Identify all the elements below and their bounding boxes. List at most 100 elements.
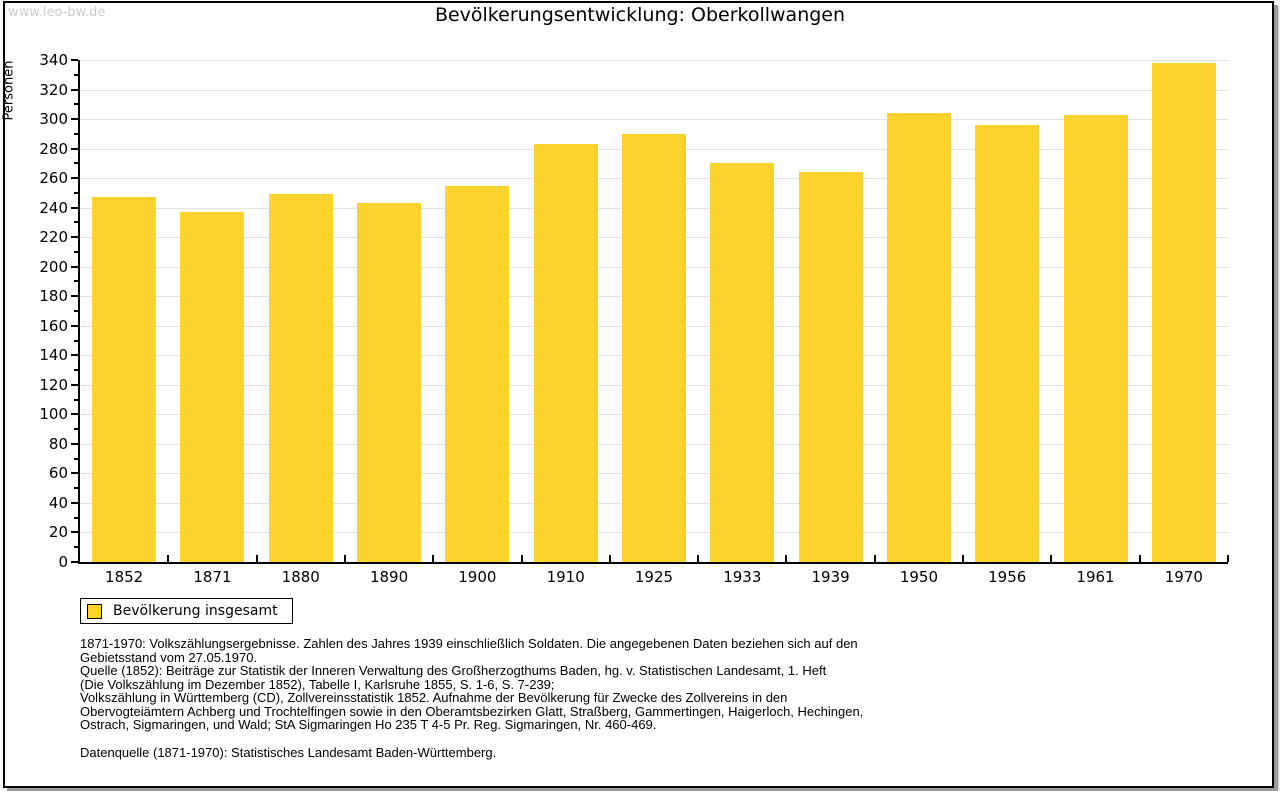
bar-1950 (886, 113, 951, 562)
y-tick-label-200: 200 (39, 257, 68, 276)
y-minor-tick-130 (74, 369, 78, 372)
y-minor-tick-230 (74, 221, 78, 224)
y-tick-220 (71, 236, 78, 239)
footnote-line-5: Volkszählung in Württemberg (CD), Zollve… (80, 690, 788, 705)
y-minor-tick-310 (74, 103, 78, 106)
footnote-line-3: Quelle (1852): Beiträge zur Statistik de… (80, 663, 827, 678)
y-tick-label-60: 60 (48, 464, 68, 483)
bar-1880 (268, 194, 333, 562)
y-minor-tick-30 (74, 516, 78, 519)
x-tick-label-1970: 1970 (1164, 568, 1203, 586)
y-tick-300 (71, 118, 78, 121)
y-tick-label-0: 0 (58, 553, 68, 571)
watermark-url: www.leo-bw.de (8, 5, 106, 20)
x-boundary-tick-7 (697, 555, 700, 562)
y-tick-label-140: 140 (39, 346, 68, 365)
gridline-340 (80, 60, 1228, 61)
x-boundary-tick-8 (785, 555, 788, 562)
y-tick-60 (71, 472, 78, 475)
y-minor-tick-50 (74, 487, 78, 490)
x-tick-label-1939: 1939 (811, 568, 850, 586)
x-tick-label-1961: 1961 (1076, 568, 1115, 586)
y-tick-120 (71, 383, 78, 386)
y-tick-160 (71, 324, 78, 327)
x-boundary-tick-10 (962, 555, 965, 562)
x-tick-label-1880: 1880 (281, 568, 320, 586)
footnote-line-7: Ostrach, Sigmaringen, und Wald; StA Sigm… (80, 717, 657, 732)
y-tick-200 (71, 265, 78, 268)
footnote-line-1: 1871-1970: Volkszählungsergebnisse. Zahl… (80, 636, 858, 651)
x-tick-label-1852: 1852 (105, 568, 144, 586)
x-tick-label-1910: 1910 (546, 568, 585, 586)
y-tick-0 (71, 561, 78, 563)
y-tick-240 (71, 206, 78, 209)
x-boundary-tick-9 (873, 555, 876, 562)
x-tick-label-1933: 1933 (723, 568, 762, 586)
x-boundary-tick-5 (520, 555, 523, 562)
x-boundary-tick-13 (1227, 555, 1229, 562)
y-minor-tick-210 (74, 250, 78, 253)
footnote-lines: 1871-1970: Volkszählungsergebnisse. Zahl… (80, 637, 1180, 732)
legend-color-swatch-icon (87, 603, 102, 619)
y-tick-label-240: 240 (39, 198, 68, 217)
y-tick-40 (71, 501, 78, 504)
x-boundary-tick-2 (255, 555, 258, 562)
gridline-300 (80, 119, 1228, 121)
y-tick-180 (71, 295, 78, 298)
footnote-line-4: (Die Volkszählung im Dezember 1852), Tab… (80, 676, 555, 692)
y-tick-260 (71, 177, 78, 180)
x-boundary-tick-6 (608, 555, 611, 562)
x-boundary-tick-1 (167, 555, 170, 562)
x-tick-label-1890: 1890 (369, 568, 409, 586)
bar-1956 (975, 124, 1040, 562)
x-boundary-tick-4 (432, 555, 435, 562)
y-minor-tick-70 (74, 457, 78, 460)
y-minor-tick-110 (74, 398, 78, 401)
y-tick-label-40: 40 (48, 493, 68, 512)
bar-1925 (622, 133, 686, 562)
bar-1961 (1063, 114, 1128, 562)
bar-1890 (357, 203, 422, 562)
y-minor-tick-270 (74, 162, 78, 165)
y-tick-340 (71, 59, 78, 61)
y-minor-tick-190 (74, 280, 78, 283)
y-tick-label-180: 180 (39, 287, 68, 306)
bar-1933 (710, 163, 775, 562)
x-boundary-tick-12 (1138, 555, 1141, 562)
footnote-block: 1871-1970: Volkszählungsergebnisse. Zahl… (80, 637, 1180, 759)
footnote-line-2: Gebietsstand vom 27.05.1970. (80, 649, 258, 665)
y-tick-label-280: 280 (39, 139, 68, 158)
bar-1900 (445, 185, 510, 562)
y-tick-label-80: 80 (48, 434, 68, 453)
legend-box: Bevölkerung insgesamt (80, 598, 293, 624)
y-tick-140 (71, 354, 78, 357)
x-tick-label-1900: 1900 (458, 568, 497, 586)
y-tick-label-120: 120 (39, 375, 68, 394)
y-tick-label-260: 260 (39, 169, 68, 188)
y-tick-label-220: 220 (39, 228, 68, 247)
x-boundary-tick-11 (1050, 555, 1053, 562)
datasource-line: Datenquelle (1871-1970): Statistisches L… (80, 744, 497, 760)
y-axis-title: Personen (1, 60, 17, 121)
y-tick-20 (71, 531, 78, 534)
x-tick-label-1871: 1871 (193, 568, 232, 586)
y-minor-tick-10 (74, 546, 78, 549)
bar-1910 (533, 144, 598, 562)
y-tick-100 (71, 413, 78, 416)
y-minor-tick-170 (74, 310, 78, 312)
bar-1871 (180, 212, 245, 562)
y-tick-label-20: 20 (48, 523, 68, 542)
y-minor-tick-290 (74, 132, 78, 135)
y-tick-label-160: 160 (39, 316, 68, 335)
bar-1970 (1151, 62, 1216, 562)
legend-series-label: Bevölkerung insgesamt (113, 603, 278, 619)
x-tick-label-1925: 1925 (634, 568, 674, 586)
y-tick-label-340: 340 (39, 51, 68, 69)
gridline-320 (80, 89, 1228, 91)
x-tick-label-1950: 1950 (899, 568, 938, 586)
x-boundary-tick-3 (343, 555, 346, 562)
bar-1852 (92, 197, 157, 562)
y-tick-80 (71, 442, 78, 445)
y-tick-label-100: 100 (39, 405, 68, 424)
